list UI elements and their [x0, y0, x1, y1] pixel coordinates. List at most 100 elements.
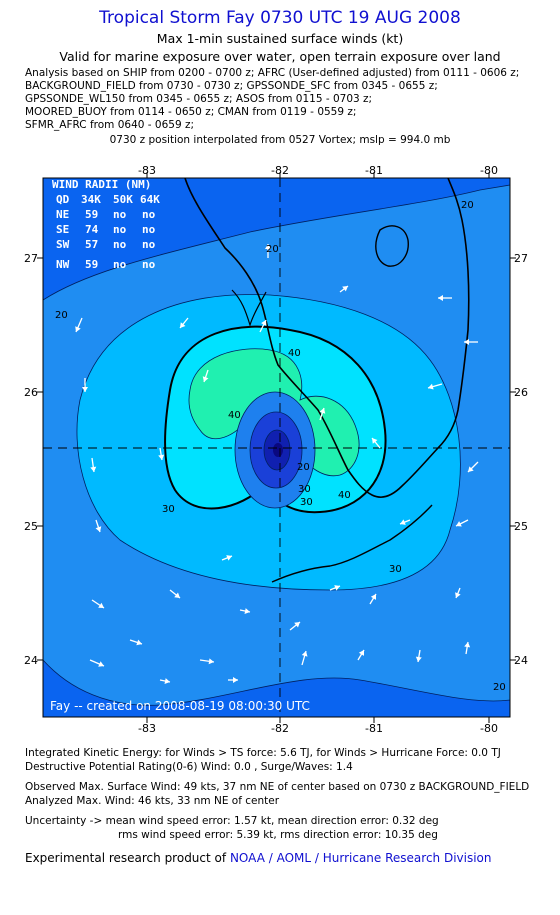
credit-prefix: Experimental research product of [25, 851, 227, 865]
wind-radii-row-nw-64: no [142, 258, 156, 271]
wind-radii-row-se-64: no [142, 223, 156, 236]
wind-arrow-head [456, 521, 462, 527]
wind-arrow-head [174, 592, 180, 598]
florida-coastline [184, 178, 470, 498]
dpr-line: Destructive Potential Rating(0-6) Wind: … [25, 761, 353, 773]
wind-radii-row-sw-64: no [142, 238, 156, 251]
lon-tick-label: -81 [365, 722, 383, 735]
wind-arrow-head [468, 466, 474, 472]
wind-arrow-head [90, 466, 97, 472]
wind-arrow-head [464, 339, 469, 345]
contour-label: 20 [461, 200, 474, 211]
wind-arrow-head [208, 658, 214, 665]
storm-center [273, 443, 283, 457]
wind-arrow-head [342, 286, 348, 292]
contour-label: 20 [266, 244, 279, 255]
wind-vectors [75, 244, 479, 684]
analysis-line-2: BACKGROUND_FIELD from 0730 - 0730 z; GPS… [25, 80, 438, 92]
plot-frame [42, 177, 511, 718]
wind-arrow-head [358, 650, 364, 656]
wind-arrow-head [455, 592, 461, 598]
lat-tick-label: 24 [514, 654, 528, 667]
wind-arrow-head [438, 295, 443, 301]
wind-field-map: 20 20 20 30 30 30 40 40 40 20 30 20 -83 -83 -82 -82 -81… [24, 164, 528, 735]
wind-arrow-head [180, 322, 186, 328]
wind-radii-row-nw-50: no [113, 258, 127, 271]
wind-arrow-head [136, 639, 142, 646]
lat-tick-label: 26 [24, 386, 38, 399]
wind-radii-row-se-34: 74 [85, 223, 99, 236]
contour-label: 30 [300, 497, 313, 508]
lon-tick-label: -80 [480, 722, 498, 735]
florida-keys [271, 504, 433, 583]
lon-tick-label: -80 [480, 164, 498, 177]
wind-radii-header-64k: 64K [140, 193, 160, 206]
wind-arrow-head [428, 383, 434, 390]
wind-radii-row-ne-64: no [142, 208, 156, 221]
contour-label: 30 [162, 504, 175, 515]
lat-tick-label: 24 [24, 654, 38, 667]
analysis-line-5: SFMR_AFRC from 0640 - 0659 z; [25, 119, 195, 131]
lon-tick-label: -83 [138, 722, 156, 735]
wind-arrow-head [244, 608, 250, 614]
lat-tick-label: 26 [514, 386, 528, 399]
wind-radii-row-nw-34: 59 [85, 258, 98, 271]
wind-contours: 20 20 20 30 30 30 40 40 40 20 30 20 [43, 178, 510, 717]
axis-ticks: -83 -83 -82 -82 -81 -81 -80 -80 27 27 26 26 25 25 24 24 [24, 164, 528, 735]
wind-radii-row-sw-qd: SW [56, 238, 70, 251]
wind-arrow-head [98, 602, 104, 608]
wind-radii-row-sw-34: 57 [85, 238, 98, 251]
wind-arrow-head [233, 677, 238, 683]
credit-line: Experimental research product of NOAA / … [25, 851, 492, 865]
wind-arrow-head [261, 320, 267, 326]
contour-label: 40 [228, 410, 241, 421]
wind-radii-title: WIND RADII (NM) [52, 178, 151, 191]
wind-arrow-head [95, 526, 102, 532]
wind-radii-row-ne-50: no [113, 208, 127, 221]
lat-tick-label: 27 [514, 252, 528, 265]
wind-arrow-head [98, 661, 104, 667]
tampa-bay [231, 289, 267, 328]
wind-radii-row-ne-qd: NE [56, 208, 69, 221]
wind-radii-header-50k: 50K [113, 193, 133, 206]
subtitle-winds: Max 1-min sustained surface winds (kt) [156, 31, 404, 46]
wind-arrow-head [319, 408, 326, 414]
analysis-line-4: MOORED_BUOY from 0114 - 0650 z; CMAN fro… [25, 106, 357, 118]
wind-radii-row-sw-50: no [113, 238, 127, 251]
wind-arrow-head [158, 454, 165, 460]
wind-arrow-head [226, 555, 232, 561]
wind-arrow-head [372, 438, 378, 444]
lon-tick-label: -81 [365, 164, 383, 177]
lat-tick-label: 25 [514, 520, 528, 533]
wind-arrow-head [164, 678, 170, 684]
wind-radii-row-se-qd: SE [56, 223, 69, 236]
wind-radii-row-ne-34: 59 [85, 208, 98, 221]
wind-arrow-head [464, 642, 471, 648]
lon-tick-label: -83 [138, 164, 156, 177]
lon-tick-label: -82 [271, 722, 289, 735]
wind-radii-header-qd: QD [56, 193, 70, 206]
uncertainty-rms: rms wind speed error: 5.39 kt, rms direc… [118, 829, 438, 841]
wind-radii-header-34k: 34K [81, 193, 101, 206]
uncertainty-mean: Uncertainty -> mean wind speed error: 1.… [25, 815, 439, 827]
ike-line: Integrated Kinetic Energy: for Winds > T… [25, 747, 501, 759]
map-title: Tropical Storm Fay 0730 UTC 19 AUG 2008 [99, 8, 461, 28]
contour-label: 40 [288, 348, 301, 359]
wind-radii-row-nw-qd: NW [56, 258, 70, 271]
wind-arrow-head [202, 376, 209, 382]
credit-org-link[interactable]: NOAA / AOML / Hurricane Research Divisio… [229, 851, 492, 865]
wind-arrow-head [415, 656, 422, 662]
wind-arrow-head [334, 585, 340, 591]
wind-arrow-head [301, 651, 308, 657]
analysis-line-1: Analysis based on SHIP from 0200 - 0700 … [25, 67, 520, 79]
contour-label: 20 [297, 462, 310, 473]
contour-label: 20 [493, 682, 506, 693]
wind-arrow-head [265, 244, 271, 249]
wind-arrow-head [370, 594, 376, 600]
lake-okeechobee [375, 225, 409, 267]
contour-label: 30 [298, 484, 311, 495]
lat-tick-label: 25 [24, 520, 38, 533]
contour-labels: 20 20 20 30 30 30 40 40 40 20 30 20 [55, 200, 506, 693]
subtitle-exposure: Valid for marine exposure over water, op… [59, 49, 501, 64]
contour-label: 40 [338, 490, 351, 501]
